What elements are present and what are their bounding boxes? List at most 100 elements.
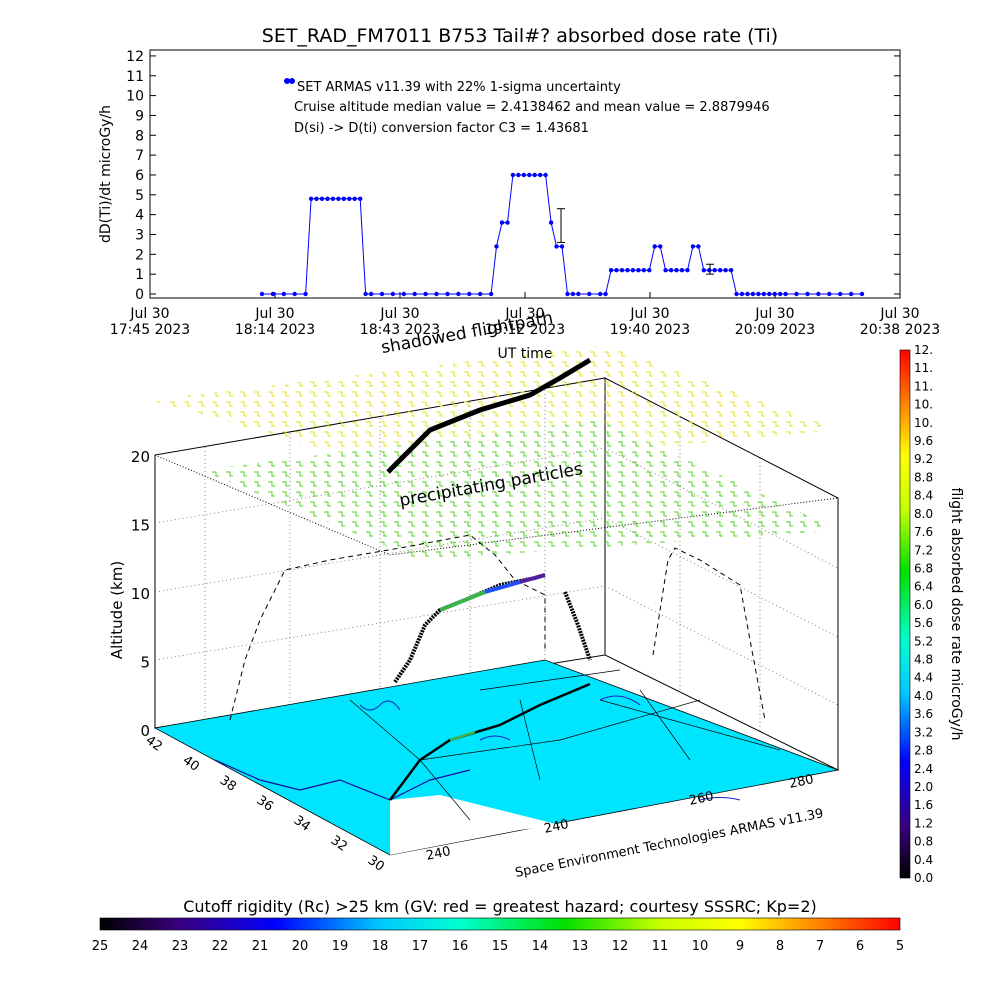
data-point	[838, 291, 843, 297]
data-point	[619, 268, 625, 273]
data-point	[368, 291, 374, 297]
data-point	[848, 291, 854, 297]
data-point	[292, 291, 297, 297]
bottom-colorbar	[99, 917, 901, 931]
x-tick-label-date: Jul 30	[254, 306, 294, 322]
right-colorbar-tick-label: 11.	[914, 361, 933, 375]
bottom-colorbar-tick-label: 22	[212, 939, 229, 954]
bottom-colorbar-tick-label: 9	[736, 939, 744, 954]
bottom-colorbar-tick-label: 21	[252, 939, 269, 954]
data-point	[647, 268, 652, 273]
bottom-colorbar-tick-label: 19	[332, 939, 349, 954]
y-tick-label: 5	[135, 188, 144, 204]
longitude-tick-label: 240	[543, 817, 570, 837]
data-point	[641, 268, 646, 273]
data-point	[412, 291, 417, 297]
x-tick-label-time: 20:09 2023	[735, 322, 815, 338]
data-point	[314, 196, 319, 201]
data-point	[379, 291, 385, 297]
flight-path-upper	[386, 357, 592, 474]
y-tick-label: 12	[126, 49, 144, 65]
data-point	[625, 268, 630, 273]
right-colorbar-tick-label: 3.2	[914, 725, 933, 739]
y-tick-label: 10	[126, 89, 144, 105]
data-point	[816, 291, 821, 297]
data-point	[434, 291, 439, 297]
x-tick-label-date: Jul 30	[504, 306, 544, 322]
latitude-tick-label: 30	[365, 853, 387, 875]
data-point	[712, 268, 717, 273]
right-colorbar-tick-label: 7.6	[914, 525, 933, 539]
latitude-tick-label: 38	[217, 773, 239, 795]
map-contours	[359, 695, 741, 801]
bottom-colorbar-tick-label: 16	[452, 939, 469, 954]
data-point	[445, 291, 450, 297]
altitude-axis-label: Altitude (km)	[108, 561, 126, 659]
data-point	[401, 291, 406, 297]
right-colorbar-tick-label: 0.8	[914, 835, 933, 849]
y-tick-label: 9	[135, 108, 144, 124]
data-point	[363, 291, 368, 297]
data-point	[303, 291, 308, 297]
x-tick-label-time: 18:14 2023	[235, 322, 315, 338]
data-point	[679, 268, 685, 273]
x-tick-label-date: Jul 30	[879, 306, 919, 322]
annotation-conversion-factor: D(si) -> D(ti) conversion factor C3 = 1.…	[294, 121, 589, 136]
data-point	[608, 268, 614, 273]
data-point	[423, 291, 428, 297]
altitude-axis: 0 5 10 15 20	[131, 448, 150, 740]
right-colorbar-tick-label: 1.6	[914, 798, 933, 812]
data-point	[358, 196, 363, 201]
data-point	[663, 268, 668, 273]
legend-series-label: SET ARMAS v11.39 with 22% 1-sigma uncert…	[297, 80, 621, 95]
x-tick-label-date: Jul 30	[379, 306, 419, 322]
data-point	[614, 268, 619, 273]
data-point	[341, 196, 346, 201]
data-point	[559, 244, 565, 249]
bottom-colorbar-tick-label: 20	[292, 939, 309, 954]
bottom-colorbar-tick-label: 14	[532, 939, 549, 954]
data-point	[281, 291, 286, 297]
data-point	[467, 291, 472, 297]
y-tick-label: 6	[135, 168, 144, 184]
bottom-colorbar-tick-label: 8	[776, 939, 784, 954]
x-tick-label-time: 20:38 2023	[860, 322, 940, 338]
bottom-colorbar-ticks: 25 24 23 22 21 20 19 18 17 16 15 14 13 12 11 10 9 8 7 6 5	[92, 939, 904, 954]
flight-path-middle	[393, 573, 592, 684]
y-tick-label: 4	[135, 208, 144, 224]
bottom-colorbar-tick-label: 13	[572, 939, 589, 954]
data-point	[538, 172, 543, 178]
data-point	[554, 244, 559, 249]
data-point	[543, 172, 548, 178]
bottom-colorbar-tick-label: 7	[816, 939, 824, 954]
data-point	[270, 291, 276, 297]
right-colorbar-tick-label: 5.2	[914, 634, 933, 648]
flight-path-ground	[389, 682, 591, 801]
data-point	[652, 244, 657, 249]
data-point	[690, 244, 696, 249]
right-colorbar-tick-label: 8.4	[914, 489, 933, 503]
data-point	[505, 220, 510, 225]
data-point	[739, 291, 745, 297]
bottom-colorbar-tick-label: 10	[692, 939, 709, 954]
longitude-tick-label: 280	[788, 772, 815, 792]
x-tick-label-time: 19:12 2023	[485, 322, 565, 338]
right-colorbar-tick-label: 3.6	[914, 707, 933, 721]
right-colorbar-tick-label: 6.0	[914, 598, 933, 612]
data-point	[734, 291, 739, 297]
x-tick-label-date: Jul 30	[129, 306, 169, 322]
right-colorbar-tick-label: 0.4	[914, 853, 933, 867]
ocean-area	[390, 795, 560, 855]
altitude-tick-label: 10	[131, 585, 150, 603]
right-colorbar-tick-label: 1.2	[914, 816, 933, 830]
bottom-colorbar-tick-label: 11	[652, 939, 669, 954]
data-point	[330, 196, 336, 201]
data-point	[658, 244, 663, 249]
y-tick-label: 8	[135, 128, 144, 144]
right-colorbar-tick-label: 4.8	[914, 653, 933, 667]
right-colorbar-tick-label: 8.0	[914, 507, 933, 521]
data-point	[598, 291, 603, 297]
